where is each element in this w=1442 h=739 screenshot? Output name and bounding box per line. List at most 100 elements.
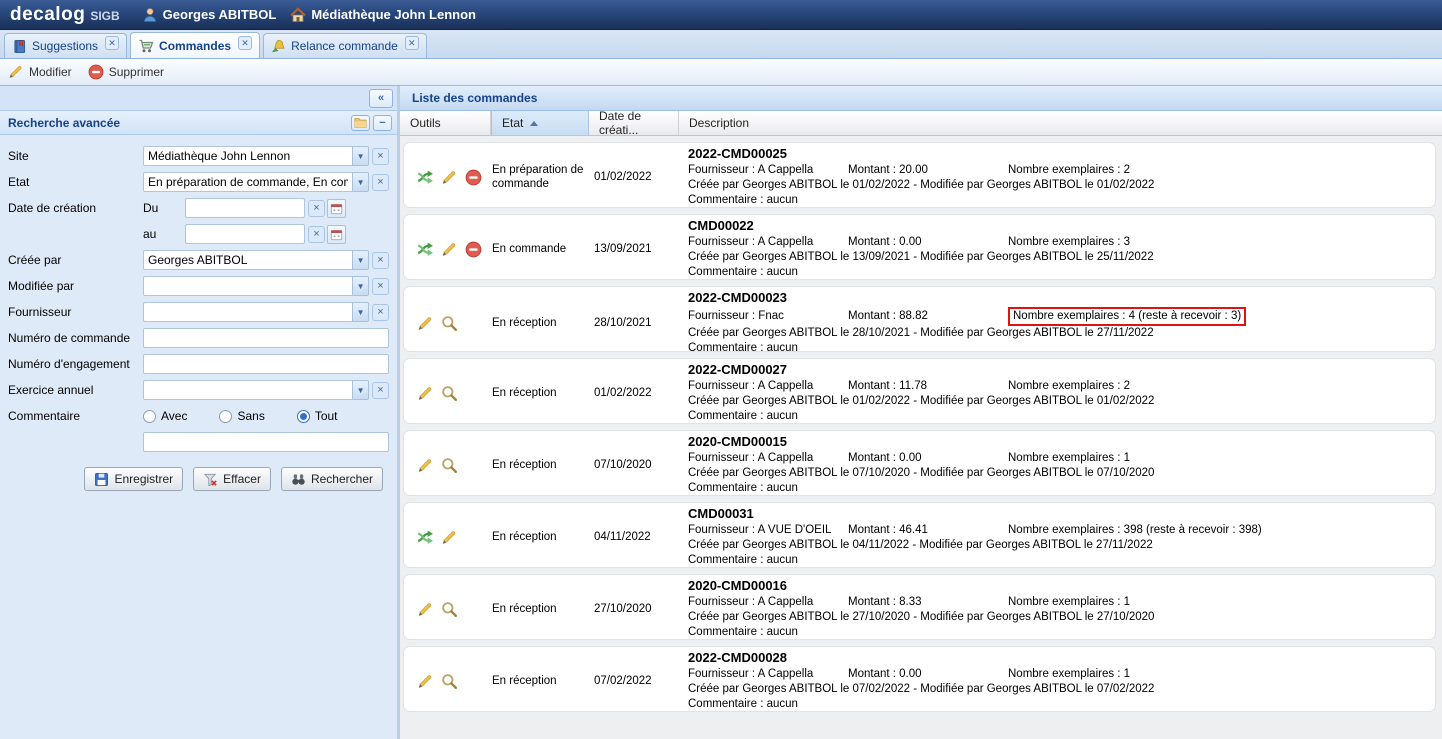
chevron-down-icon[interactable]: ▼ bbox=[352, 380, 369, 400]
edit-order-icon[interactable] bbox=[441, 241, 458, 258]
edit-order-icon[interactable] bbox=[441, 529, 458, 546]
close-icon[interactable]: ✕ bbox=[404, 36, 419, 50]
clear-icon[interactable]: × bbox=[372, 277, 389, 295]
tab-relance-commande[interactable]: Relance commande ✕ bbox=[263, 33, 427, 58]
edit-order-icon[interactable] bbox=[417, 385, 434, 402]
edit-order-icon[interactable] bbox=[417, 601, 434, 618]
calendar-icon[interactable] bbox=[327, 198, 346, 218]
advanced-search-form: Site ▼ × Etat ▼ bbox=[0, 135, 397, 491]
order-row[interactable]: En réception 04/11/2022 CMD00031 Fournis… bbox=[403, 502, 1436, 568]
save-button[interactable]: Enregistrer bbox=[84, 467, 184, 491]
tab-suggestions[interactable]: Suggestions ✕ bbox=[4, 33, 128, 58]
order-row[interactable]: En réception 28/10/2021 2022-CMD00023 Fo… bbox=[403, 286, 1436, 354]
date-from-input[interactable] bbox=[185, 198, 305, 218]
chevron-down-icon[interactable]: ▼ bbox=[352, 276, 369, 296]
column-header-etat[interactable]: Etat bbox=[491, 111, 589, 135]
column-header-description[interactable]: Description bbox=[689, 116, 750, 130]
view-order-icon[interactable] bbox=[441, 601, 458, 618]
order-facts: Fournisseur : Fnac Montant : 88.82 Nombr… bbox=[688, 307, 1427, 326]
radio-avec[interactable]: Avec bbox=[143, 409, 187, 423]
transfer-order-icon[interactable] bbox=[417, 529, 434, 546]
edit-order-icon[interactable] bbox=[417, 315, 434, 332]
current-user[interactable]: Georges ABITBOL bbox=[142, 7, 276, 23]
order-title: 2022-CMD00027 bbox=[688, 362, 788, 377]
view-order-icon[interactable] bbox=[441, 385, 458, 402]
supplier-input[interactable] bbox=[143, 302, 353, 322]
date-from-field: Date de création Du × bbox=[8, 197, 389, 219]
transfer-order-icon[interactable] bbox=[417, 241, 434, 258]
delete-order-icon[interactable] bbox=[465, 241, 482, 258]
site-input[interactable] bbox=[143, 146, 353, 166]
funnel-icon bbox=[203, 471, 218, 486]
clear-icon[interactable]: × bbox=[372, 251, 389, 269]
transfer-order-icon[interactable] bbox=[417, 169, 434, 186]
order-supplier: Fournisseur : A Cappella bbox=[688, 164, 814, 176]
user-icon bbox=[142, 7, 158, 23]
order-comment: Commentaire : aucun bbox=[688, 194, 798, 206]
view-order-icon[interactable] bbox=[441, 315, 458, 332]
delete-button[interactable]: Supprimer bbox=[88, 64, 164, 80]
order-row[interactable]: En réception 07/10/2020 2020-CMD00015 Fo… bbox=[403, 430, 1436, 496]
created-by-input[interactable] bbox=[143, 250, 353, 270]
clear-icon[interactable]: × bbox=[372, 173, 389, 191]
radio-sans[interactable]: Sans bbox=[219, 409, 265, 423]
order-row[interactable]: En réception 07/02/2022 2022-CMD00028 Fo… bbox=[403, 646, 1436, 712]
clear-icon[interactable]: × bbox=[372, 303, 389, 321]
order-row[interactable]: En réception 01/02/2022 2022-CMD00027 Fo… bbox=[403, 358, 1436, 424]
order-title: CMD00022 bbox=[688, 218, 754, 233]
order-facts: Fournisseur : A Cappella Montant : 0.00 … bbox=[688, 235, 1427, 250]
current-site[interactable]: Médiathèque John Lennon bbox=[290, 6, 476, 23]
chevron-down-icon[interactable]: ▼ bbox=[352, 250, 369, 270]
delete-order-icon[interactable] bbox=[465, 169, 482, 186]
edit-order-icon[interactable] bbox=[417, 457, 434, 474]
column-header-outils[interactable]: Outils bbox=[400, 111, 491, 135]
order-tools bbox=[404, 315, 492, 332]
comment-input[interactable] bbox=[143, 432, 389, 452]
chevron-down-icon[interactable]: ▼ bbox=[352, 302, 369, 322]
order-number-input[interactable] bbox=[143, 328, 389, 348]
edit-order-icon[interactable] bbox=[417, 673, 434, 690]
order-created-modified: Créée par Georges ABITBOL le 13/09/2021 … bbox=[688, 251, 1154, 263]
clear-icon[interactable]: × bbox=[308, 225, 325, 243]
current-site-name: Médiathèque John Lennon bbox=[311, 7, 476, 22]
chevron-down-icon[interactable]: ▼ bbox=[352, 146, 369, 166]
clear-icon[interactable]: × bbox=[372, 147, 389, 165]
order-state: En réception bbox=[492, 674, 557, 687]
close-icon[interactable]: ✕ bbox=[105, 36, 120, 50]
radio-tout[interactable]: Tout bbox=[296, 409, 338, 423]
order-date: 07/10/2020 bbox=[594, 459, 652, 471]
order-amount: Montant : 11.78 bbox=[848, 380, 928, 392]
etat-input[interactable] bbox=[143, 172, 353, 192]
folder-icon[interactable] bbox=[351, 114, 370, 131]
view-order-icon[interactable] bbox=[441, 673, 458, 690]
order-row[interactable]: En préparation de commande 01/02/2022 20… bbox=[403, 142, 1436, 208]
order-amount: Montant : 0.00 bbox=[848, 236, 922, 248]
collapse-panel-icon[interactable]: « bbox=[369, 88, 393, 108]
clear-filters-button[interactable]: Effacer bbox=[193, 467, 271, 491]
engagement-number-input[interactable] bbox=[143, 354, 389, 374]
clear-icon[interactable]: × bbox=[372, 381, 389, 399]
calendar-icon[interactable] bbox=[327, 224, 346, 244]
order-copies: Nombre exemplaires : 2 bbox=[1008, 164, 1131, 176]
radio-icon bbox=[143, 409, 156, 423]
collapse-section-icon[interactable]: − bbox=[373, 114, 392, 131]
chevron-down-icon[interactable]: ▼ bbox=[352, 172, 369, 192]
search-button[interactable]: Rechercher bbox=[280, 467, 383, 491]
close-icon[interactable]: ✕ bbox=[238, 35, 253, 50]
order-row[interactable]: En réception 27/10/2020 2020-CMD00016 Fo… bbox=[403, 574, 1436, 640]
date-to-input[interactable] bbox=[185, 224, 305, 244]
view-order-icon[interactable] bbox=[441, 457, 458, 474]
tab-commandes[interactable]: Commandes ✕ bbox=[130, 32, 261, 58]
order-date: 27/10/2020 bbox=[594, 603, 652, 615]
modified-by-input[interactable] bbox=[143, 276, 353, 296]
edit-order-icon[interactable] bbox=[441, 169, 458, 186]
tab-label: Commandes bbox=[159, 38, 232, 53]
order-state: En réception bbox=[492, 386, 557, 399]
column-header-date-creation[interactable]: Date de créati... bbox=[589, 109, 679, 137]
order-row[interactable]: En commande 13/09/2021 CMD00022 Fourniss… bbox=[403, 214, 1436, 280]
modify-button[interactable]: Modifier bbox=[8, 64, 72, 80]
comment-label: Commentaire bbox=[8, 409, 81, 423]
clear-icon[interactable]: × bbox=[308, 199, 325, 217]
order-copies: Nombre exemplaires : 3 bbox=[1008, 236, 1131, 248]
fiscal-year-input[interactable] bbox=[143, 380, 353, 400]
